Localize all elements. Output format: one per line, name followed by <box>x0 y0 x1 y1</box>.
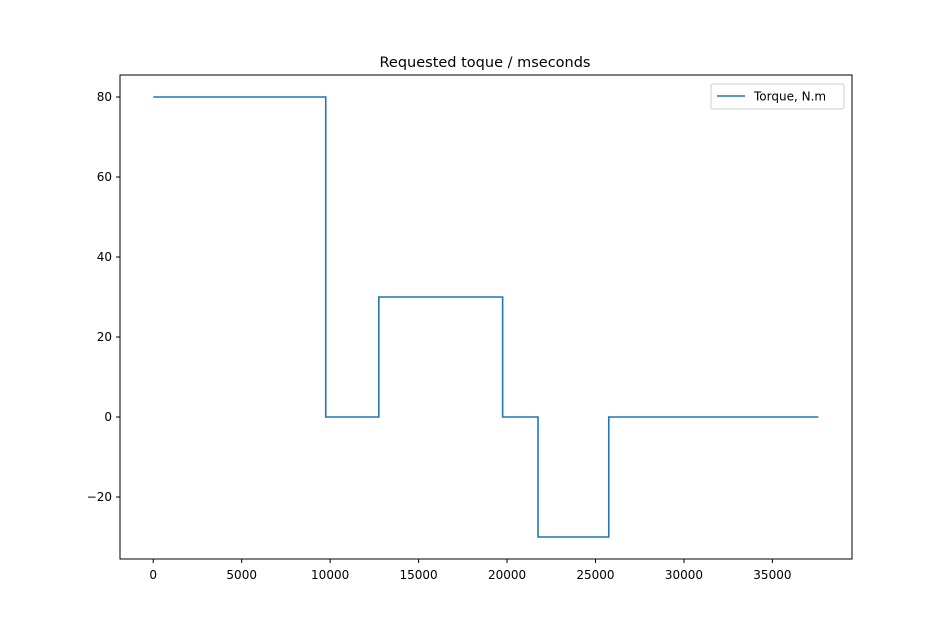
x-tick-label: 20000 <box>488 568 526 582</box>
x-tick-label: 10000 <box>311 568 349 582</box>
x-tick-label: 25000 <box>576 568 614 582</box>
legend: Torque, N.m <box>710 83 845 110</box>
x-tick-label: 30000 <box>665 568 703 582</box>
y-axis: −20 0 20 40 60 80 <box>87 90 120 504</box>
x-tick-label: 35000 <box>753 568 791 582</box>
legend-label: Torque, N.m <box>753 90 826 104</box>
y-tick-label: 60 <box>97 170 112 184</box>
legend-box <box>710 83 845 110</box>
series-group <box>153 96 819 538</box>
x-tick-label: 0 <box>149 568 157 582</box>
x-tick-label: 5000 <box>226 568 257 582</box>
x-axis: 0 5000 10000 15000 20000 25000 30000 35000 <box>149 559 791 582</box>
y-tick-label: 40 <box>97 250 112 264</box>
y-tick-label: 0 <box>104 410 112 424</box>
x-tick-label: 15000 <box>400 568 438 582</box>
y-tick-label: 80 <box>97 90 112 104</box>
axes-frame <box>119 74 853 560</box>
y-tick-label: 20 <box>97 330 112 344</box>
y-tick-label: −20 <box>87 490 112 504</box>
chart-title: Requested toque / mseconds <box>379 55 590 71</box>
series-line-0 <box>153 96 819 538</box>
